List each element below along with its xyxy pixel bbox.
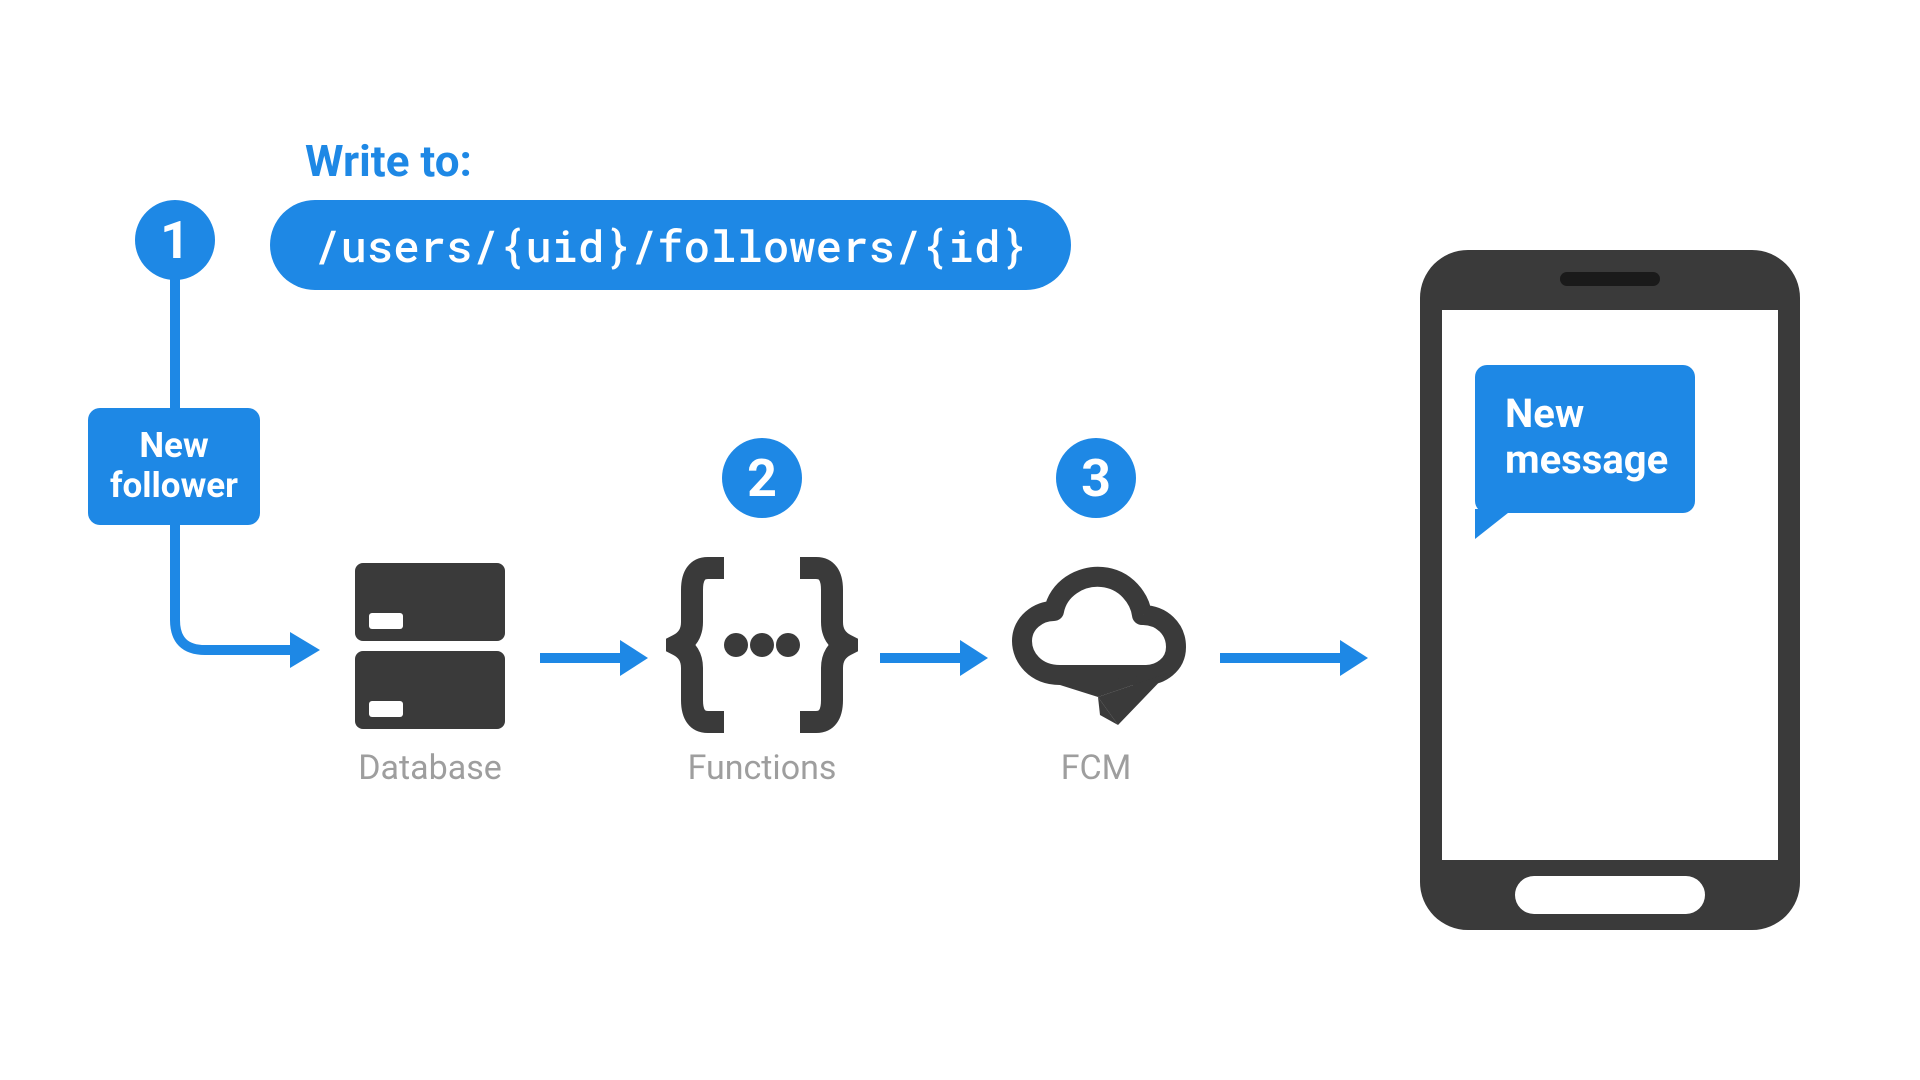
write-to-label: Write to: xyxy=(305,135,472,187)
functions-icon xyxy=(666,550,858,744)
arrow-fn-to-fcm xyxy=(880,653,960,663)
phone-device: New message xyxy=(1420,250,1800,930)
new-follower-line2: follower xyxy=(110,465,238,506)
database-label: Database xyxy=(345,748,515,788)
connector-step1-to-newfollower xyxy=(170,278,180,408)
bubble-line2: message xyxy=(1505,436,1668,483)
notification-bubble: New message xyxy=(1475,365,1695,513)
arrow-head-icon xyxy=(960,640,988,676)
functions-label: Functions xyxy=(666,748,858,788)
arrow-db-to-fn xyxy=(540,653,620,663)
code-path-pill: /users/{uid}/followers/{id} xyxy=(270,200,1071,290)
bubble-line1: New xyxy=(1505,390,1584,437)
phone-speaker-icon xyxy=(1560,272,1660,286)
step-2-badge: 2 xyxy=(722,438,802,518)
arrow-fcm-to-phone xyxy=(1220,653,1340,663)
new-follower-line1: New xyxy=(139,425,208,466)
step-3-badge: 3 xyxy=(1056,438,1136,518)
phone-home-button xyxy=(1515,876,1705,914)
new-follower-box: New follower xyxy=(88,408,260,525)
database-icon xyxy=(345,555,515,739)
connector-newfollower-to-database xyxy=(130,520,350,680)
fcm-icon xyxy=(1000,555,1192,749)
arrow-head-icon xyxy=(1340,640,1368,676)
arrow-head-icon xyxy=(620,640,648,676)
step-1-badge: 1 xyxy=(135,200,215,280)
fcm-label: FCM xyxy=(1000,748,1192,788)
